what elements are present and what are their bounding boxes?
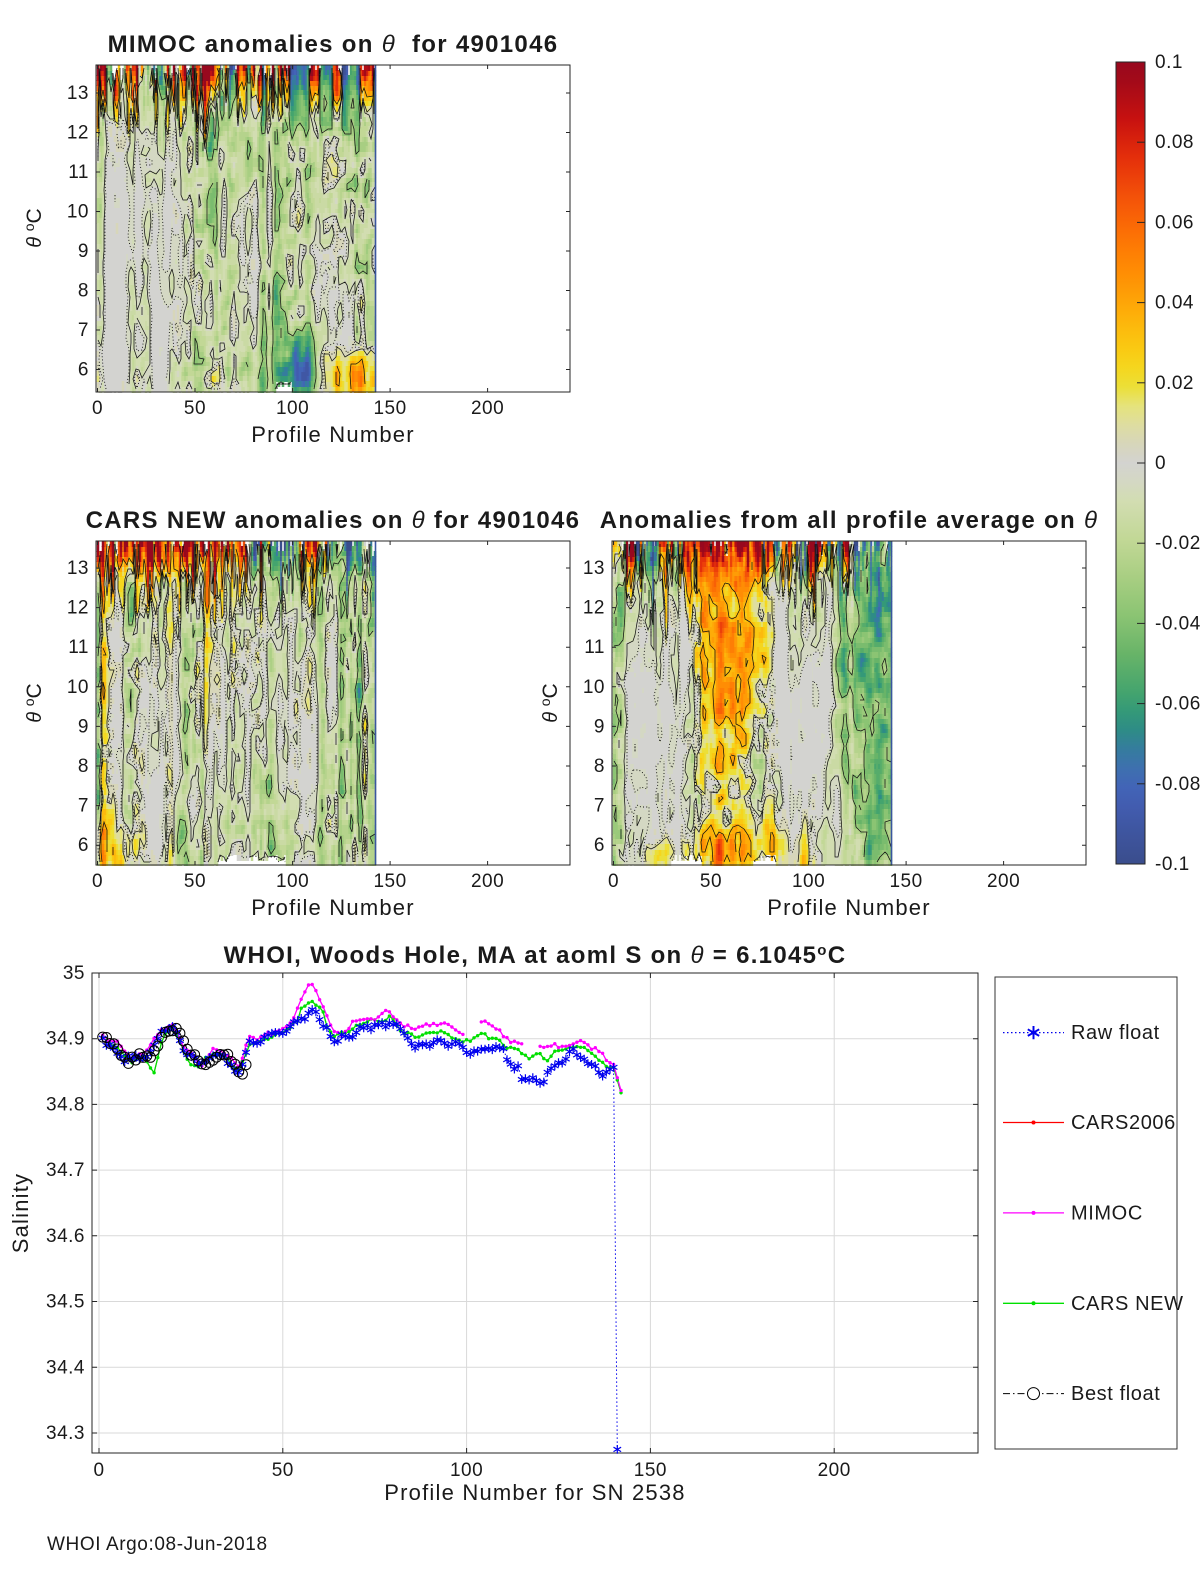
svg-text:CARS2006: CARS2006 [1071, 1112, 1176, 1134]
svg-text:150: 150 [373, 398, 406, 419]
svg-text:13: 13 [67, 558, 89, 579]
svg-text:8: 8 [594, 756, 605, 777]
svg-text:7: 7 [594, 796, 605, 817]
svg-text:-0.06: -0.06 [1155, 694, 1200, 715]
svg-text:8: 8 [78, 281, 89, 302]
svg-text:10: 10 [583, 677, 605, 698]
svg-text:Salinity: Salinity [8, 1173, 33, 1254]
svg-text:WHOI Argo:08-Jun-2018: WHOI Argo:08-Jun-2018 [47, 1534, 268, 1555]
svg-text:8: 8 [78, 756, 89, 777]
svg-text:100: 100 [276, 871, 309, 892]
svg-text:11: 11 [68, 637, 89, 658]
svg-text:CARS NEW: CARS NEW [1071, 1293, 1184, 1315]
svg-text:10: 10 [67, 677, 89, 698]
svg-text:MIMOC: MIMOC [1071, 1202, 1143, 1224]
svg-text:34.8: 34.8 [46, 1094, 85, 1115]
svg-text:Profile Number for SN 2538: Profile Number for SN 2538 [384, 1480, 685, 1505]
svg-text:13: 13 [583, 558, 605, 579]
svg-text:10: 10 [67, 202, 89, 223]
svg-text:θ oC: θ oC [537, 683, 562, 722]
svg-text:0.04: 0.04 [1155, 293, 1194, 314]
svg-text:100: 100 [450, 1460, 483, 1481]
svg-text:9: 9 [594, 716, 605, 737]
svg-text:200: 200 [471, 871, 504, 892]
svg-text:Profile Number: Profile Number [251, 422, 415, 447]
svg-text:12: 12 [67, 123, 89, 144]
svg-text:34.9: 34.9 [46, 1029, 85, 1050]
svg-text:0: 0 [92, 398, 103, 419]
svg-text:0: 0 [608, 871, 619, 892]
svg-text:-0.04: -0.04 [1155, 613, 1200, 634]
svg-text:35: 35 [63, 963, 85, 984]
svg-text:6: 6 [78, 360, 89, 381]
svg-text:7: 7 [78, 320, 89, 341]
svg-text:9: 9 [78, 241, 89, 262]
svg-text:11: 11 [68, 162, 89, 183]
svg-text:50: 50 [184, 398, 206, 419]
svg-text:Anomalies from all profile ave: Anomalies from all profile average on θ [600, 507, 1099, 534]
svg-text:150: 150 [634, 1460, 667, 1481]
svg-text:34.6: 34.6 [46, 1226, 85, 1247]
svg-text:200: 200 [987, 871, 1020, 892]
svg-text:0.06: 0.06 [1155, 212, 1194, 233]
svg-text:-0.02: -0.02 [1155, 533, 1200, 554]
svg-text:150: 150 [373, 871, 406, 892]
svg-text:0: 0 [92, 871, 103, 892]
svg-text:Profile Number: Profile Number [251, 895, 415, 920]
svg-text:200: 200 [471, 398, 504, 419]
svg-text:-0.1: -0.1 [1155, 854, 1190, 875]
svg-text:12: 12 [583, 598, 605, 619]
svg-text:θ oC: θ oC [21, 683, 46, 722]
svg-text:0.1: 0.1 [1155, 52, 1183, 73]
svg-text:WHOI, Woods Hole, MA at aoml S: WHOI, Woods Hole, MA at aoml S on θ = 6.… [224, 942, 847, 969]
svg-text:Best float: Best float [1071, 1383, 1160, 1405]
svg-text:34.5: 34.5 [46, 1292, 85, 1313]
svg-text:50: 50 [184, 871, 206, 892]
svg-text:7: 7 [78, 796, 89, 817]
svg-text:200: 200 [818, 1460, 851, 1481]
svg-text:θ oC: θ oC [21, 208, 46, 247]
svg-text:6: 6 [594, 835, 605, 856]
svg-text:0.02: 0.02 [1155, 373, 1194, 394]
svg-text:9: 9 [78, 716, 89, 737]
svg-text:-0.08: -0.08 [1155, 774, 1200, 795]
svg-text:12: 12 [67, 598, 89, 619]
svg-text:50: 50 [700, 871, 722, 892]
svg-text:CARS NEW anomalies on θ for 49: CARS NEW anomalies on θ for 4901046 [86, 507, 581, 534]
svg-text:34.4: 34.4 [46, 1357, 85, 1378]
svg-text:50: 50 [272, 1460, 294, 1481]
svg-text:34.3: 34.3 [46, 1423, 85, 1444]
svg-text:100: 100 [276, 398, 309, 419]
svg-text:11: 11 [584, 637, 605, 658]
svg-text:150: 150 [889, 871, 922, 892]
svg-text:Profile Number: Profile Number [767, 895, 931, 920]
svg-text:MIMOC anomalies on θ for 4901: MIMOC anomalies on θ for 4901046 [108, 31, 559, 58]
svg-text:0: 0 [93, 1460, 104, 1481]
svg-text:0.08: 0.08 [1155, 132, 1194, 153]
svg-text:Raw float: Raw float [1071, 1022, 1160, 1044]
svg-text:6: 6 [78, 835, 89, 856]
svg-text:34.7: 34.7 [46, 1160, 85, 1181]
svg-text:0: 0 [1155, 453, 1166, 474]
svg-text:100: 100 [792, 871, 825, 892]
svg-text:13: 13 [67, 83, 89, 104]
